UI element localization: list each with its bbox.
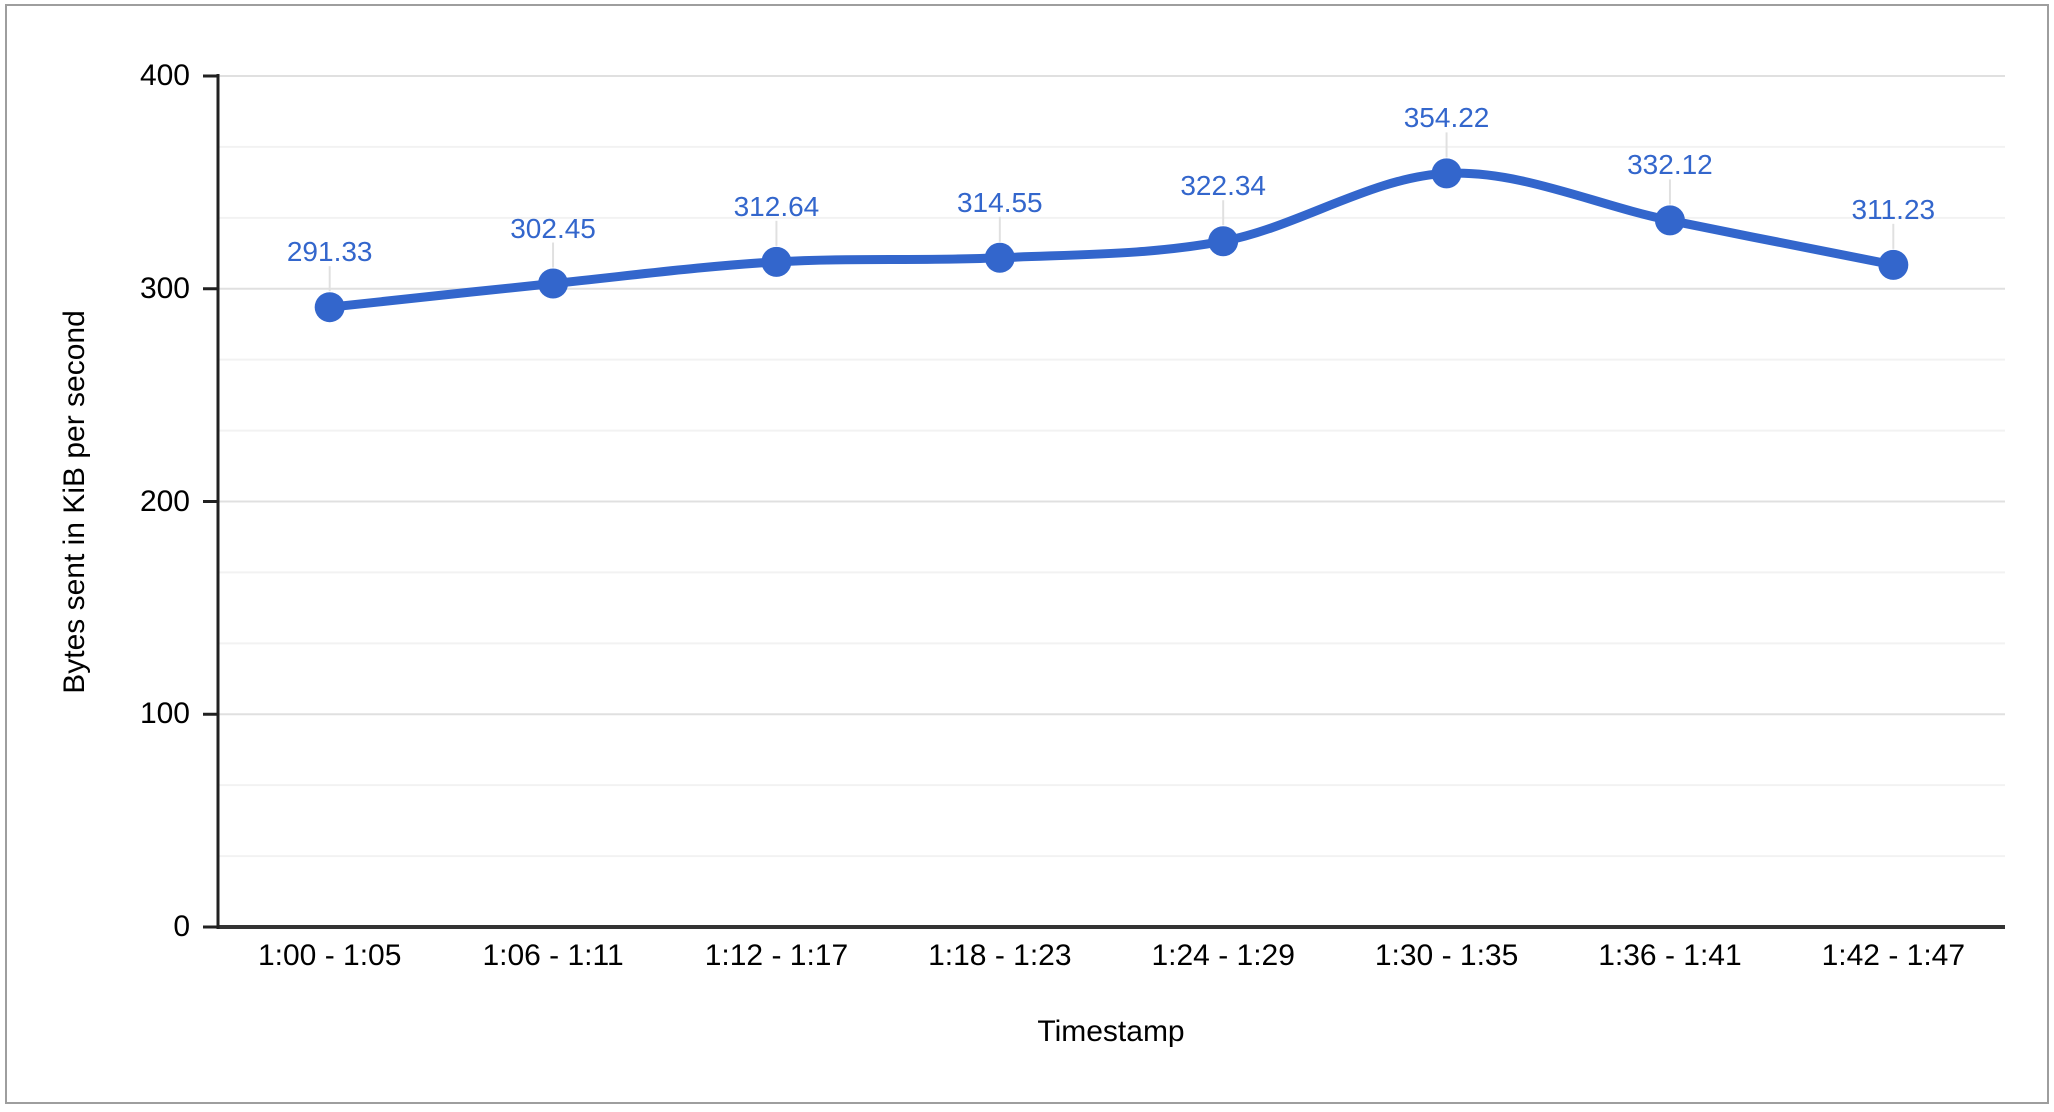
- y-tick-label: 200: [139, 484, 190, 518]
- data-point-label: 332.12: [1627, 149, 1713, 181]
- chart-frame: [5, 4, 2049, 1104]
- data-point-marker: [1431, 158, 1462, 189]
- x-tick-label: 1:12 - 1:17: [704, 939, 849, 972]
- data-point-label: 302.45: [510, 212, 596, 244]
- data-point-label: 291.33: [286, 236, 373, 268]
- x-tick-label: 1:42 - 1:47: [1821, 939, 1966, 972]
- data-point-marker: [314, 292, 345, 323]
- x-tick-label: 1:06 - 1:11: [482, 939, 624, 972]
- data-point-marker: [1878, 249, 1909, 280]
- data-point-marker: [984, 242, 1015, 273]
- x-tick-label: 1:18 - 1:23: [928, 939, 1072, 972]
- y-tick-label: 400: [139, 59, 190, 92]
- y-tick-label: 0: [173, 910, 190, 943]
- data-point-label: 322.34: [1180, 170, 1266, 202]
- data-point-marker: [1654, 205, 1685, 236]
- x-tick-label: 1:36 - 1:41: [1598, 939, 1742, 972]
- y-tick-label: 300: [139, 271, 190, 305]
- x-axis-title: Timestamp: [1037, 1015, 1185, 1048]
- series-line: [325, 168, 1898, 312]
- data-point-marker: [1208, 226, 1239, 257]
- data-point-label: 354.22: [1403, 102, 1490, 134]
- y-axis-title: Bytes sent in KiB per second: [58, 310, 91, 694]
- data-point-label: 311.23: [1851, 193, 1936, 225]
- data-point-label: 314.55: [956, 186, 1043, 218]
- x-tick-label: 1:00 - 1:05: [257, 939, 402, 972]
- data-point-marker: [761, 246, 792, 277]
- x-tick-label: 1:24 - 1:29: [1151, 939, 1295, 972]
- x-tick-label: 1:30 - 1:35: [1374, 939, 1519, 972]
- data-point-label: 312.64: [733, 190, 820, 222]
- y-tick-label: 100: [139, 697, 190, 731]
- data-point-marker: [538, 268, 569, 299]
